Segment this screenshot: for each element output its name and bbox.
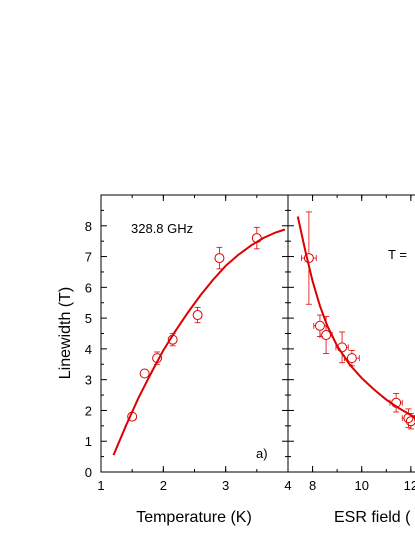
y-tick-label: 4 (85, 342, 92, 357)
data-point (335, 331, 349, 364)
panel-a-points (127, 226, 262, 422)
x-tick-label: 10 (354, 478, 368, 493)
y-tick-label: 5 (85, 311, 92, 326)
marker (214, 253, 225, 264)
y-axis-title: Linewidth (T) (57, 287, 74, 379)
panel-a-frame (100, 194, 289, 473)
data-point (344, 350, 360, 367)
y-tick-label: 3 (85, 373, 92, 388)
data-point (251, 226, 262, 250)
fit-curve (296, 216, 415, 419)
panel-a-label: a) (256, 446, 268, 461)
marker (403, 413, 414, 424)
marker (346, 353, 357, 364)
y-tick-label: 6 (85, 280, 92, 295)
data-point (127, 411, 138, 422)
y-tick-label: 8 (85, 219, 92, 234)
marker (251, 233, 262, 244)
data-point (405, 413, 415, 430)
fit-curve (112, 228, 286, 456)
panel-b-annotation: T = (388, 247, 407, 262)
panel-b: 8 10 12 T = ESR field ( (287, 194, 415, 526)
x-tick-label: 12 (404, 478, 415, 493)
panel-b-ticks: 8 10 12 (287, 194, 415, 493)
marker (405, 416, 415, 427)
panel-b-fit (296, 216, 415, 419)
x-tick-label: 3 (222, 478, 229, 493)
marker (167, 334, 178, 345)
panel-b-x-axis-title: ESR field ( (334, 509, 411, 526)
marker (321, 330, 332, 341)
data-point (139, 368, 150, 379)
x-tick-label: 8 (309, 478, 316, 493)
y-tick-label: 0 (85, 465, 92, 480)
panel-b-points (301, 211, 415, 430)
data-point (301, 211, 317, 305)
y-tick-label: 2 (85, 403, 92, 418)
data-point (214, 246, 225, 270)
marker (127, 411, 138, 422)
data-point (192, 306, 203, 324)
data-point (389, 393, 403, 413)
x-tick-label: 4 (284, 478, 291, 493)
marker (314, 320, 325, 331)
marker (303, 253, 314, 264)
y-tick-label: 1 (85, 434, 92, 449)
marker (337, 342, 348, 353)
panel-a-annotation: 328.8 GHz (131, 221, 193, 236)
y-tick-label: 7 (85, 250, 92, 265)
marker (139, 368, 150, 379)
panel-a-fit (112, 228, 286, 456)
x-tick-label: 2 (160, 478, 167, 493)
marker (192, 310, 203, 321)
data-point (167, 333, 178, 347)
marker (391, 397, 402, 408)
marker (152, 353, 163, 364)
x-tick-label: 1 (97, 478, 104, 493)
data-point (152, 351, 163, 365)
data-point (319, 316, 333, 354)
panel-a-x-axis-title: Temperature (K) (136, 509, 252, 526)
